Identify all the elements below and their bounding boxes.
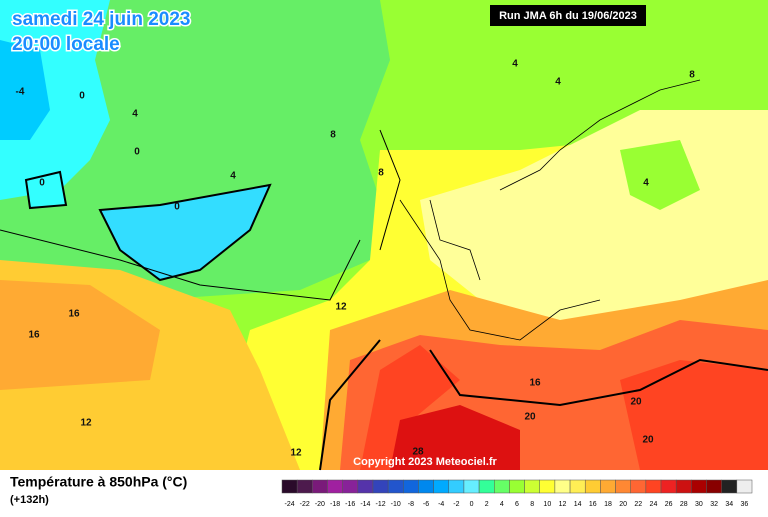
contour-label: 12	[335, 302, 347, 313]
colorbar-tick-label: 4	[500, 501, 504, 508]
colorbar-tick-label: -8	[408, 501, 414, 508]
contour-label: 4	[132, 109, 138, 120]
colorbar-cell	[478, 479, 495, 494]
contour-label: 4	[512, 59, 518, 70]
colorbar-tick-label: 24	[650, 501, 658, 508]
contour-label: 20	[630, 397, 642, 408]
colorbar-tick-label: 8	[530, 501, 534, 508]
run-box	[490, 5, 646, 26]
colorbar-tick-label: 14	[574, 501, 582, 508]
colorbar-tick-label: 18	[604, 501, 612, 508]
colorbar-cell	[327, 479, 343, 494]
colorbar-tick-label: 2	[485, 501, 489, 508]
contour-label: 4	[555, 77, 561, 88]
colorbar-cell	[494, 479, 510, 494]
colorbar-tick-label: 36	[741, 501, 749, 508]
colorbar-cell	[539, 479, 556, 494]
contour-label: 0	[174, 202, 180, 213]
colorbar-cell	[660, 479, 677, 494]
contour-label: 4	[230, 171, 236, 182]
colorbar-cell	[554, 479, 571, 494]
colorbar-cell	[448, 479, 465, 494]
colorbar-cell	[691, 479, 707, 494]
colorbar-tick-label: -20	[315, 501, 325, 508]
contour-label: 20	[642, 435, 654, 446]
forecast-date: samedi 24 juin 2023	[12, 9, 191, 30]
contour-label: 8	[689, 70, 695, 81]
colorbar-cell	[569, 479, 586, 494]
colorbar-cell	[509, 479, 525, 494]
contour-label: 12	[290, 448, 302, 459]
colorbar-cell	[524, 479, 540, 494]
colorbar-cell	[463, 479, 480, 494]
colorbar-cell	[372, 479, 389, 494]
contour-label: 8	[330, 130, 336, 141]
map-field	[0, 0, 768, 471]
colorbar-cell	[312, 479, 328, 494]
colorbar-tick-label: 34	[725, 501, 733, 508]
colorbar-tick-label: 32	[710, 501, 718, 508]
run-info: Run JMA 6h du 19/06/2023	[499, 10, 637, 22]
colorbar-tick-label: -14	[360, 501, 370, 508]
forecast-time: 20:00 locale	[12, 34, 120, 55]
colorbar-cell	[418, 479, 434, 494]
copyright: Copyright 2023 Meteociel.fr	[353, 456, 497, 468]
colorbar-tick-label: 12	[559, 501, 567, 508]
colorbar-tick-label: 26	[665, 501, 673, 508]
contour-label: 16	[529, 378, 541, 389]
colorbar-tick-label: 0	[470, 501, 474, 508]
colorbar-cell	[281, 479, 298, 494]
colorbar-tick-label: 28	[680, 501, 688, 508]
colorbar-tick-label: -18	[330, 501, 340, 508]
colorbar-tick-label: -22	[300, 501, 310, 508]
colorbar-cell	[584, 479, 601, 494]
colorbar-tick-label: -10	[391, 501, 401, 508]
contour-label: 0	[39, 178, 45, 189]
colorbar-cell	[615, 479, 631, 494]
contour-label: -4	[16, 87, 25, 98]
colorbar-cell	[296, 479, 313, 494]
colorbar-cell	[645, 479, 662, 494]
colorbar: -24 -22 -20 -18 -16 -14 -12 -10 -8 -6 -4 -2 0 2 4 6 8 10 1…	[281, 479, 753, 508]
colorbar-tick-label: 20	[619, 501, 627, 508]
colorbar-tick-label: 6	[515, 501, 519, 508]
contour-label: 28	[412, 447, 424, 458]
contour-label: 8	[378, 168, 384, 179]
colorbar-tick-label: -4	[438, 501, 444, 508]
contour-label: 16	[28, 330, 40, 341]
colorbar-tick-label: 10	[543, 501, 551, 508]
colorbar-tick-label: 16	[589, 501, 597, 508]
colorbar-tick-label: 22	[634, 501, 642, 508]
colorbar-cell	[357, 479, 374, 494]
contour-labels: -4 0 4 0 0 4 0 8 8 4 4 8 4 12 16 16 12 12 16 20 20 20 28	[16, 59, 696, 459]
legend-title: Température à 850hPa (°C)	[10, 474, 187, 490]
colorbar-cell	[342, 479, 359, 494]
contour-label: 16	[68, 309, 80, 320]
contour-label: 4	[643, 178, 649, 189]
contour-label: 0	[79, 91, 85, 102]
colorbar-tick-label: -6	[423, 501, 429, 508]
colorbar-cell	[387, 479, 404, 494]
colorbar-tick-label: -12	[375, 501, 385, 508]
lead-time: (+132h)	[10, 494, 49, 506]
colorbar-tick-label: -2	[453, 501, 459, 508]
colorbar-cell	[736, 479, 753, 494]
colorbar-cell	[630, 479, 647, 494]
colorbar-cell	[433, 479, 450, 494]
colorbar-tick-label: 30	[695, 501, 703, 508]
colorbar-cell	[600, 479, 616, 494]
contour-label: 0	[134, 147, 140, 158]
colorbar-cell	[721, 479, 738, 494]
contour-label: 20	[524, 412, 536, 423]
colorbar-tick-label: -16	[345, 501, 355, 508]
colorbar-cell	[403, 479, 419, 494]
colorbar-cell	[675, 479, 692, 494]
colorbar-tick-label: -24	[285, 501, 295, 508]
colorbar-cell	[706, 479, 722, 494]
contour-label: 12	[80, 418, 92, 429]
